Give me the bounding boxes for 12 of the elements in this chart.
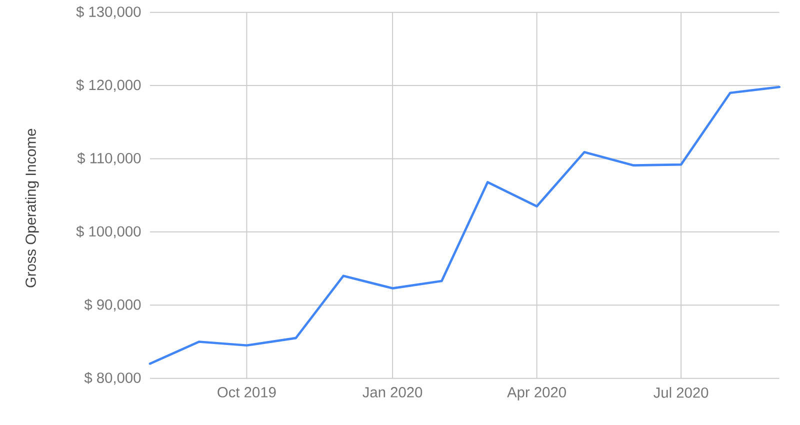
x-tick-label: Jul 2020 bbox=[654, 387, 708, 398]
y-tick-label: $ 110,000 bbox=[77, 152, 141, 166]
line-series bbox=[148, 86, 781, 365]
y-axis-title: Gross Operating Income bbox=[25, 128, 39, 288]
y-tick-label: $ 100,000 bbox=[76, 226, 141, 238]
y-tick-label: $ 130,000 bbox=[76, 6, 141, 19]
y-tick-label: $ 120,000 bbox=[76, 79, 141, 92]
y-tick-label: $ 80,000 bbox=[84, 372, 141, 385]
y-tick-label: $ 90,000 bbox=[84, 298, 141, 312]
x-tick-label: Apr 2020 bbox=[507, 387, 566, 400]
x-tick-label: Oct 2019 bbox=[218, 387, 276, 398]
x-tick-label: Jan 2020 bbox=[362, 387, 422, 398]
